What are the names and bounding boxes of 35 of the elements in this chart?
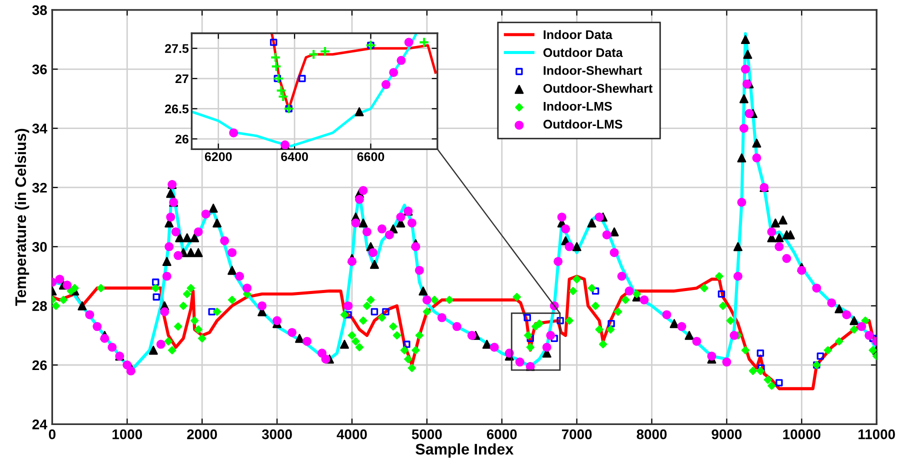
y-axis-title: Temperature (in Celsius) (14, 128, 30, 306)
y-tick-label: 27 (175, 74, 188, 84)
y-tick-label: 34 (32, 124, 48, 134)
legend-label: Indoor-Shewhart (544, 66, 642, 75)
y-tick-label: 32 (32, 182, 47, 193)
x-tick-label: 7000 (562, 429, 592, 440)
x-tick-label: 9000 (712, 429, 742, 440)
x-tick-label: 5000 (412, 429, 442, 440)
x-tick-label: 6000 (486, 429, 517, 440)
x-tick-label: 0 (48, 429, 56, 440)
y-tick-label: 26.5 (165, 104, 189, 114)
legend-label: Outdoor Data (543, 48, 623, 58)
x-tick-label: 6400 (281, 152, 308, 162)
y-tick-label: 36 (32, 64, 47, 74)
x-tick-label: 3000 (262, 429, 292, 440)
y-tick-label: 24 (32, 420, 48, 430)
y-tick-label: 26 (32, 360, 47, 370)
legend-label: Indoor Data (544, 30, 612, 40)
x-tick-label: 2000 (187, 429, 217, 440)
legend-label: Indoor-LMS (544, 102, 612, 111)
x-tick-label: 1000 (112, 429, 142, 440)
x-tick-label: 6200 (204, 152, 232, 162)
y-tick-label: 26 (175, 134, 188, 144)
legend-label: Outdoor-LMS (543, 119, 622, 129)
x-tick-label: 4000 (336, 429, 367, 440)
y-tick-label: 28 (32, 301, 47, 311)
legend-label: Outdoor-Shewhart (543, 84, 652, 93)
x-axis-title: Sample Index (416, 443, 514, 458)
x-tick-label: 6600 (357, 152, 384, 162)
y-tick-label: 27.5 (165, 44, 189, 53)
y-tick-label: 30 (32, 242, 47, 252)
x-tick-label: 8000 (636, 429, 667, 440)
x-tick-label: 10000 (783, 429, 820, 440)
y-tick-label: 38 (32, 5, 47, 16)
x-tick-label: 11000 (858, 429, 895, 440)
